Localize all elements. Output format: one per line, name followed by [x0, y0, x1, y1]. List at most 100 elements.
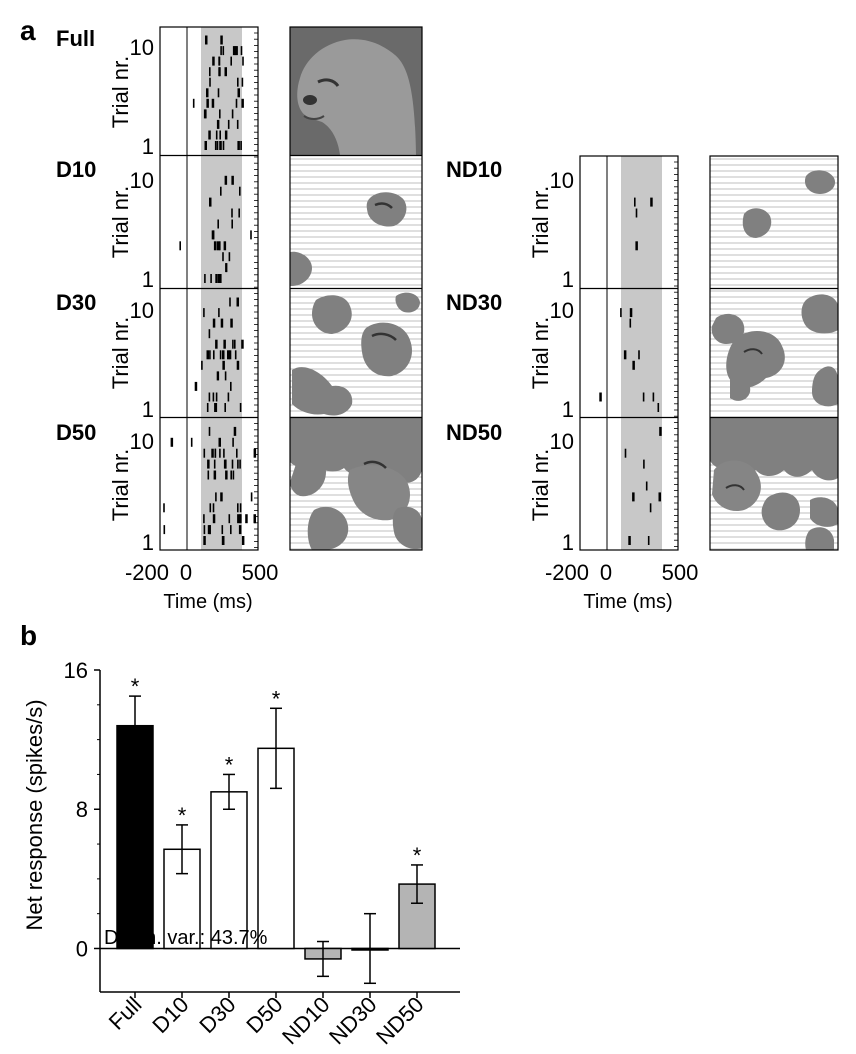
spike-tick: [228, 252, 231, 262]
spike-tick: [643, 459, 645, 469]
spike-tick: [227, 350, 230, 360]
spike-tick: [234, 339, 236, 349]
spike-tick: [212, 392, 215, 402]
spike-tick: [650, 197, 653, 207]
spike-tick: [213, 350, 215, 360]
spike-tick: [223, 459, 227, 469]
spike-tick: [216, 241, 220, 251]
ytick-1: 1: [142, 134, 154, 159]
spike-tick: [222, 360, 225, 370]
bar-chart-annotation: Diagn. var.: 43.7%: [104, 927, 268, 949]
x-tick-label-nd50: ND50: [371, 992, 428, 1049]
significance-star: *: [131, 674, 140, 699]
spike-tick: [204, 274, 206, 283]
spike-tick: [599, 392, 602, 402]
condition-label-d10: D10: [56, 157, 96, 182]
spike-tick: [218, 274, 221, 283]
spike-tick: [234, 350, 237, 360]
spike-tick: [213, 459, 216, 469]
spike-tick: [203, 514, 205, 524]
spike-tick: [235, 46, 238, 56]
spike-tick: [224, 371, 227, 381]
spike-tick: [204, 141, 207, 150]
spike-tick: [239, 403, 242, 412]
spike-tick: [624, 448, 627, 458]
spike-tick: [231, 175, 234, 185]
spike-tick: [221, 525, 224, 535]
ytick-10: 10: [130, 35, 154, 60]
xtick-minus200: -200: [545, 560, 589, 585]
spike-tick: [214, 448, 217, 458]
spike-tick: [229, 297, 231, 307]
ytick-10: 10: [550, 298, 574, 323]
spike-tick: [209, 77, 211, 87]
llama-full-image: [290, 27, 422, 155]
xtick-minus200: -200: [125, 560, 169, 585]
spike-tick: [206, 88, 209, 98]
ytick-1: 1: [562, 397, 574, 422]
spike-tick: [205, 35, 207, 45]
spike-tick: [652, 392, 655, 402]
spike-tick: [217, 88, 220, 98]
spike-tick: [207, 525, 211, 535]
spike-tick: [253, 514, 256, 524]
ytick-1: 1: [142, 397, 154, 422]
spike-tick: [213, 470, 217, 480]
spike-tick: [216, 119, 220, 129]
spike-tick: [236, 297, 239, 307]
spike-tick: [224, 130, 228, 140]
spike-tick: [238, 525, 242, 535]
spike-tick: [238, 208, 240, 218]
spike-tick: [203, 536, 206, 545]
bar-chart-bars: * * * * *: [116, 674, 436, 985]
spike-tick: [223, 339, 226, 349]
condition-label-full: Full: [56, 26, 95, 51]
stimulus-nd50: [710, 418, 838, 550]
significance-star: *: [225, 752, 234, 777]
spike-tick: [205, 109, 207, 119]
spike-tick: [203, 448, 206, 458]
bar-full: [116, 724, 154, 950]
error-bar-nd30: [364, 912, 376, 985]
spike-tick: [222, 350, 225, 360]
spike-tick: [638, 350, 640, 360]
spike-tick: [245, 514, 248, 524]
spike-tick: [206, 98, 209, 108]
spike-tick: [237, 77, 239, 87]
raster-left-yticks: 10 1 10 1 10 1 10 1: [130, 35, 154, 555]
stimulus-nd30: [710, 289, 838, 417]
spike-tick: [236, 119, 239, 129]
spike-tick: [225, 470, 228, 480]
spike-tick: [632, 492, 635, 502]
spike-tick: [203, 109, 206, 119]
raster-ylabel: Trial nr.: [528, 186, 553, 259]
spike-tick: [232, 470, 235, 480]
spike-tick: [221, 536, 225, 545]
spike-tick: [203, 525, 206, 535]
spike-tick: [212, 503, 215, 513]
spike-tick: [230, 56, 232, 66]
spike-tick: [659, 426, 662, 436]
spike-tick: [220, 318, 224, 328]
spike-tick: [214, 403, 216, 412]
spike-tick: [209, 503, 212, 513]
spike-tick: [228, 350, 232, 360]
ytick-10: 10: [550, 168, 574, 193]
ytick-1: 1: [142, 267, 154, 292]
spike-tick: [231, 109, 234, 119]
spike-tick: [222, 252, 224, 262]
raster-ylabel: Trial nr.: [528, 449, 553, 522]
spike-tick: [194, 381, 198, 391]
spike-tick: [635, 208, 638, 218]
y-tick-label: 8: [76, 797, 88, 822]
bar-d30: [210, 791, 248, 950]
spike-tick: [657, 403, 660, 412]
spike-tick: [210, 274, 212, 283]
raster-xlabel: Time (ms): [583, 591, 672, 613]
spike-tick: [250, 230, 252, 240]
spike-tick: [217, 371, 220, 381]
spike-tick: [227, 119, 230, 129]
x-tick-label-full: Full: [104, 992, 147, 1035]
spike-tick: [209, 197, 212, 207]
spike-tick: [232, 46, 235, 56]
